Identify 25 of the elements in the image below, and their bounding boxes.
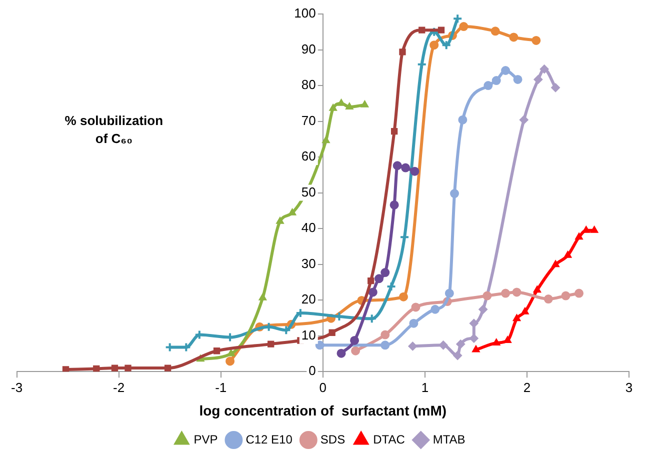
y-tick-label: 80: [301, 77, 316, 92]
legend-label: MTAB: [432, 432, 466, 446]
y-tick-label: 70: [301, 112, 316, 128]
x-tick-label: 3: [625, 380, 633, 395]
x-tick-label: 0: [319, 380, 327, 395]
legend-label: DTAC: [373, 432, 406, 446]
y-tick-label: 30: [301, 256, 316, 271]
y-tick-label: 0: [308, 363, 316, 378]
y-axis-title: % solubilization of C₆₀: [64, 112, 164, 146]
x-tick-label: 2: [523, 380, 531, 395]
y-tick-label: 100: [294, 6, 316, 21]
y-tick-label: 20: [301, 292, 316, 307]
y-tick-label: 50: [301, 184, 316, 200]
x-tick-label: -2: [113, 380, 125, 395]
legend-label: PVP: [194, 432, 218, 446]
legend-label: SDS: [320, 432, 346, 446]
x-axis-title: log concentration of surfactant (mM): [199, 402, 447, 418]
y-tick-label: 60: [301, 148, 316, 164]
x-tick-label: -3: [11, 380, 23, 395]
x-tick-label: 1: [421, 380, 429, 395]
x-tick-label: -1: [215, 380, 227, 395]
y-tick-label: 90: [301, 41, 316, 56]
legend-label: C12 E10: [246, 432, 293, 446]
y-tick-label: 10: [301, 327, 316, 342]
y-tick-label: 40: [301, 220, 316, 236]
